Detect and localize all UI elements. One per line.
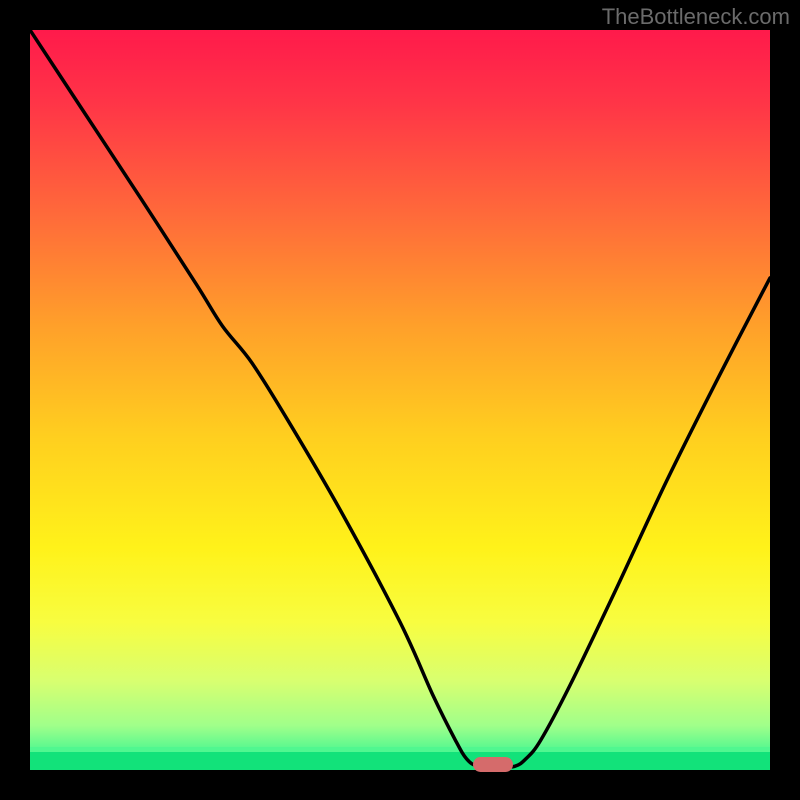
bottleneck-chart [30, 30, 770, 770]
optimal-point-marker [473, 757, 513, 772]
watermark-text: TheBottleneck.com [602, 4, 790, 30]
bottleneck-curve [30, 30, 770, 770]
